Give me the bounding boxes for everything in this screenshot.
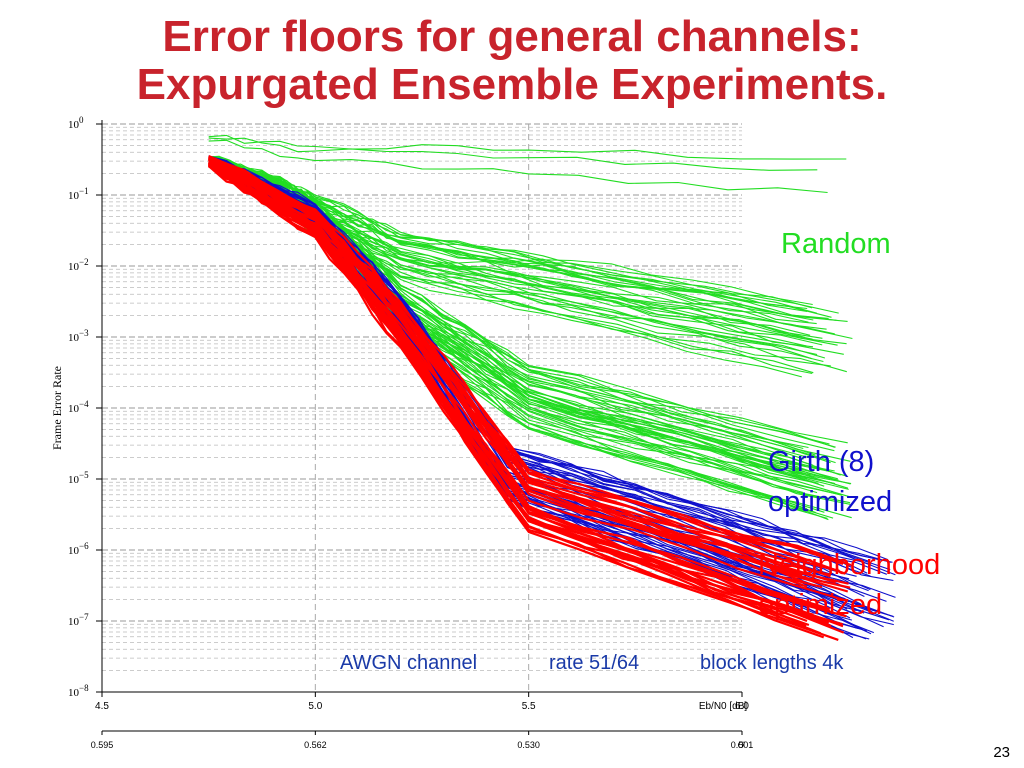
series-neighborhood-optimized bbox=[207, 154, 852, 641]
slide-title-line2: Expurgated Ensemble Experiments. bbox=[136, 60, 888, 109]
y-tick-label: 10−3 bbox=[68, 328, 89, 344]
data-curve bbox=[208, 139, 828, 194]
y-tick-label: 10−1 bbox=[68, 186, 89, 202]
data-curve bbox=[208, 160, 823, 339]
data-curve bbox=[208, 158, 851, 589]
data-curve bbox=[208, 157, 887, 575]
y-axis-label: Frame Error Rate bbox=[50, 366, 64, 450]
legend-neighborhood: Neighborhood optimized bbox=[758, 545, 988, 625]
legend-neighborhood-label: Neighborhood optimized bbox=[758, 549, 941, 621]
y-tick-label: 10−8 bbox=[68, 683, 89, 699]
x-tick-label: 4.5 bbox=[95, 701, 109, 712]
data-curve bbox=[208, 164, 822, 635]
slide-title-line1: Error floors for general channels: bbox=[162, 12, 862, 61]
y-tick-label: 10−2 bbox=[68, 257, 89, 273]
annotation-rate: rate 51/64 bbox=[549, 652, 640, 674]
data-curve bbox=[208, 137, 818, 171]
legend-girth: Girth (8) optimized bbox=[768, 442, 938, 522]
x-tick-label: 6.0 bbox=[735, 701, 749, 712]
x-tick-label: 5.0 bbox=[308, 701, 322, 712]
annotation-channel: AWGN channel bbox=[340, 652, 478, 674]
legend-girth-label: Girth (8) optimized bbox=[768, 446, 893, 518]
data-curve bbox=[208, 134, 847, 160]
y-tick-label: 10−5 bbox=[68, 470, 89, 486]
annotation-block-lengths: block lengths 4k bbox=[700, 652, 844, 674]
data-curve bbox=[208, 160, 845, 602]
y-tick-label: 100 bbox=[68, 115, 84, 131]
page-number: 23 bbox=[993, 744, 1010, 761]
sigma-tick-label: 0.530 bbox=[517, 740, 540, 750]
legend-random: Random bbox=[781, 224, 891, 264]
y-tick-label: 10−4 bbox=[68, 399, 89, 415]
x-axis-label: Eb/N0 [dB] bbox=[699, 701, 748, 712]
data-curve bbox=[208, 155, 844, 565]
data-curve bbox=[208, 158, 817, 325]
y-tick-label: 10−7 bbox=[68, 612, 89, 628]
data-curve bbox=[208, 157, 817, 314]
sigma-tick-label: 0.595 bbox=[91, 740, 114, 750]
x-tick-label: 5.5 bbox=[522, 701, 536, 712]
sigma-axis-label: σ bbox=[737, 736, 744, 751]
data-curve bbox=[208, 160, 835, 335]
legend-random-label: Random bbox=[781, 228, 891, 260]
sigma-tick-label: 0.501 bbox=[731, 740, 754, 750]
y-tick-label: 10−6 bbox=[68, 541, 89, 557]
data-curve bbox=[208, 157, 809, 458]
data-curve bbox=[208, 155, 848, 444]
data-curve bbox=[208, 165, 839, 641]
sigma-tick-label: 0.562 bbox=[304, 740, 327, 750]
